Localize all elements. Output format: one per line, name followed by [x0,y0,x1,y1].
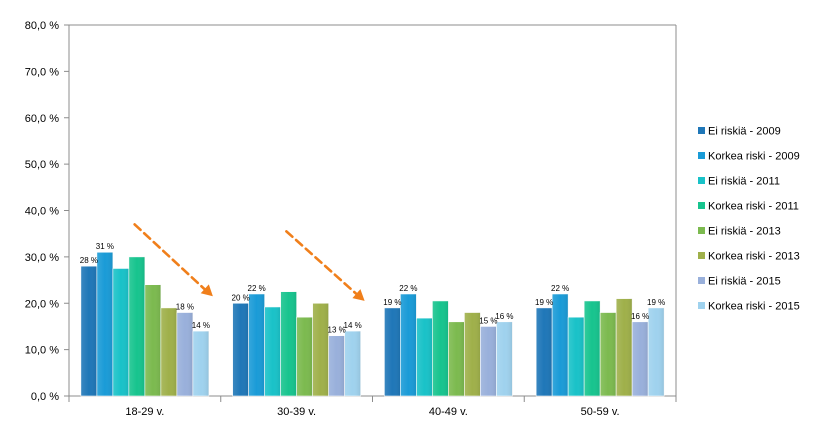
y-tick-label: 10,0 % [25,345,59,357]
trend-arrow-head [200,284,213,297]
trend-arrow-line [133,223,209,293]
legend-swatch [698,152,705,159]
data-label: 13 % [328,326,346,335]
legend-swatch [698,302,705,309]
data-label: 16 % [495,312,513,321]
legend-label: Korkea riski - 2009 [708,151,800,163]
bar-shading [328,335,345,396]
bar-shading [552,293,569,396]
bar-shading [96,252,113,396]
legend-swatch [698,252,705,259]
bar-shading [248,293,265,396]
data-label: 20 % [232,293,250,302]
bar-shading [232,303,249,396]
bar-shading [80,266,97,396]
bar-shading [432,300,449,396]
legend-swatch [698,127,705,134]
y-tick-label: 50,0 % [25,159,59,171]
y-tick-label: 80,0 % [25,20,59,32]
bars [80,251,665,397]
bar-shading [632,321,649,396]
bar-shading [176,312,193,396]
bar-shading [344,331,361,396]
legend-swatch [698,277,705,284]
bar-shading [616,298,633,396]
legend-label: Korkea riski - 2015 [708,301,800,313]
legend-swatch [698,202,705,209]
bar-shading [568,317,585,396]
data-label: 16 % [631,312,649,321]
bar-shading [536,307,553,396]
y-tick-label: 40,0 % [25,206,59,218]
trend-arrow-head [352,289,365,301]
bar-shading [400,293,417,396]
bar-shading [448,321,465,396]
y-tick-label: 20,0 % [25,298,59,310]
annotations [133,223,365,301]
x-tick-label: 18-29 v. [125,406,164,418]
bar-shading [296,317,313,396]
bar-shading [112,268,129,396]
data-label: 19 % [647,298,665,307]
legend-label: Ei riskiä - 2011 [708,176,780,188]
bar-shading [600,312,617,396]
legend-label: Ei riskiä - 2009 [708,126,781,138]
trend-arrow-line [285,230,360,298]
x-tick-label: 30-39 v. [277,406,316,418]
data-label: 18 % [176,303,194,312]
data-label: 14 % [192,321,210,330]
y-tick-label: 60,0 % [25,113,59,125]
data-labels: 28 % 20 % 19 % 19 % 31 % 22 % 22 % 22 % 18 % 13 %… [80,242,665,334]
data-label: 19 % [383,298,401,307]
axes: 0,0 % 10,0 % 20,0 % 30,0 % 40,0 % 50,0 % 60,0 … [25,20,677,418]
data-label: 22 % [248,284,266,293]
data-label: 15 % [479,316,497,325]
bar-shading [384,307,401,396]
bar-shading [192,331,209,396]
data-label: 22 % [551,284,569,293]
legend-label: Ei riskiä - 2015 [708,276,781,288]
bar-shading [312,303,329,396]
bar-shading [464,312,481,396]
y-tick-label: 30,0 % [25,252,59,264]
bar-shading [280,291,297,396]
bar-shading [128,256,145,396]
x-tick-label: 40-49 v. [429,406,468,418]
data-label: 31 % [96,242,114,251]
data-label: 14 % [344,321,362,330]
bar-shading [264,306,281,396]
legend-swatch [698,227,705,234]
legend-label: Ei riskiä - 2013 [708,226,781,238]
y-tick-label: 70,0 % [25,66,59,78]
data-label: 22 % [399,284,417,293]
legend: Ei riskiä - 2009 Korkea riski - 2009 Ei ri… [698,126,800,313]
bar-shading [144,284,161,396]
legend-label: Korkea riski - 2011 [708,201,799,213]
legend-label: Korkea riski - 2013 [708,251,800,263]
bar-shading [584,300,601,396]
bar-shading [648,307,665,396]
data-label: 28 % [80,256,98,265]
x-tick-label: 50-59 v. [581,406,620,418]
bar-shading [496,321,513,396]
bar-shading [160,307,177,396]
legend-swatch [698,177,705,184]
bar-shading [416,318,433,396]
y-tick-label: 0,0 % [31,391,59,403]
data-label: 19 % [535,298,553,307]
bar-shading [480,326,497,396]
